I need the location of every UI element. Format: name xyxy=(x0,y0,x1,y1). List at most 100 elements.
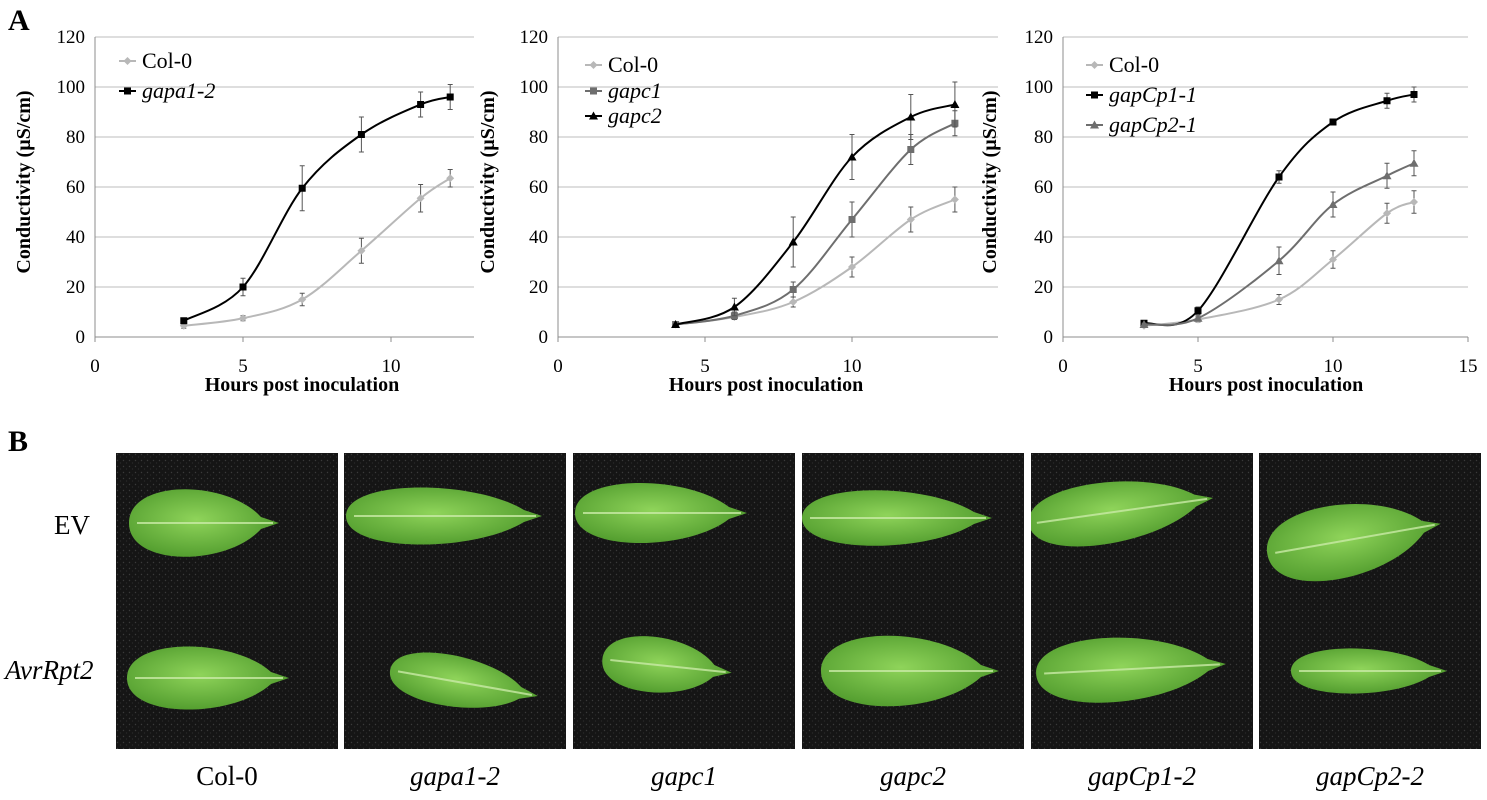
leaf-photo-gapcp1-2 xyxy=(1031,453,1253,749)
y-tick-label-0: 0 xyxy=(539,327,549,348)
data-point xyxy=(848,263,856,271)
y-tick-label-80: 80 xyxy=(529,127,548,148)
leaf-photo-image xyxy=(573,453,795,749)
data-point xyxy=(1275,295,1283,304)
y-tick-label-80: 80 xyxy=(66,127,85,148)
column-label-gapc1: gapc1 xyxy=(651,761,717,791)
legend-entry-gapc1: gapc1 xyxy=(585,78,662,103)
leaf-midrib xyxy=(1275,523,1435,554)
avrrpt2-leaf xyxy=(1036,637,1226,703)
data-point xyxy=(1382,171,1392,180)
y-tick-label-80: 80 xyxy=(1034,127,1053,148)
legend-label: Col-0 xyxy=(608,52,658,77)
y-axis-title: Conductivity (µS/cm) xyxy=(477,90,499,273)
data-point xyxy=(729,302,739,311)
leaf-midrib xyxy=(397,670,533,696)
legend-entry-col-0: Col-0 xyxy=(585,52,658,77)
legend-label: Col-0 xyxy=(142,48,192,73)
legend-entry-gapa1-2: gapa1-2 xyxy=(119,78,215,103)
leaf-photo-col-0 xyxy=(116,453,338,749)
y-tick-label-60: 60 xyxy=(1034,177,1053,198)
series-gapcp2-1 xyxy=(1139,150,1419,328)
y-tick-label-0: 0 xyxy=(1044,327,1054,348)
column-label-col-0: Col-0 xyxy=(196,761,258,791)
data-point xyxy=(1274,256,1284,265)
ev-leaf xyxy=(802,490,992,546)
x-tick-label-10: 10 xyxy=(843,356,862,377)
y-tick-label-100: 100 xyxy=(57,77,86,98)
data-point xyxy=(789,298,798,306)
data-point xyxy=(950,100,960,108)
legend-entry-gapc2: gapc2 xyxy=(585,103,662,128)
row-label-avrrpt2: AvrRpt2 xyxy=(5,655,94,685)
data-point xyxy=(357,246,366,255)
ev-leaf xyxy=(1031,481,1214,547)
avrrpt2-leaf xyxy=(1291,648,1447,694)
legend-marker xyxy=(124,87,131,95)
legend-marker xyxy=(123,57,132,65)
ev-leaf xyxy=(129,489,279,557)
y-tick-label-20: 20 xyxy=(529,277,548,298)
y-axis-title: Conductivity (µS/cm) xyxy=(13,90,35,273)
column-label-gapc2: gapc2 xyxy=(880,761,946,791)
y-tick-label-60: 60 xyxy=(529,177,548,198)
data-point xyxy=(950,195,959,204)
data-point xyxy=(239,283,247,291)
y-tick-label-20: 20 xyxy=(66,277,85,298)
leaf-photo-image xyxy=(344,453,566,749)
data-point xyxy=(1410,91,1418,98)
column-label-gapa1-2: gapa1-2 xyxy=(410,761,500,791)
data-point xyxy=(847,152,857,161)
data-point xyxy=(1329,255,1337,264)
y-tick-label-20: 20 xyxy=(1034,277,1053,298)
avrrpt2-leaf xyxy=(821,635,999,707)
leaf-blade xyxy=(1031,481,1214,547)
panel-label-a: A xyxy=(8,4,30,37)
y-tick-label-100: 100 xyxy=(1025,77,1054,98)
x-axis-title: Hours post inoculation xyxy=(669,374,863,396)
data-point xyxy=(906,215,915,224)
x-axis-title: Hours post inoculation xyxy=(205,374,399,396)
avrrpt2-leaf xyxy=(127,646,289,710)
data-point xyxy=(1383,97,1391,105)
series-gapa1-2 xyxy=(180,84,454,325)
data-point xyxy=(1275,173,1283,181)
y-tick-label-40: 40 xyxy=(1034,227,1053,248)
x-tick-label-5: 5 xyxy=(700,356,710,377)
y-tick-label-120: 120 xyxy=(1025,27,1054,48)
legend-label: gapa1-2 xyxy=(142,78,215,103)
data-point xyxy=(789,286,797,293)
ev-leaf xyxy=(575,482,747,544)
data-point xyxy=(1383,209,1391,218)
data-point xyxy=(907,146,915,153)
legend-marker xyxy=(1090,61,1099,69)
leaf-photo-gapc1 xyxy=(573,453,795,749)
leaf-photo-image xyxy=(116,453,338,749)
data-point xyxy=(1194,307,1202,315)
legend-entry-col-0: Col-0 xyxy=(1086,52,1159,77)
legend-marker xyxy=(1091,91,1098,99)
leaf-blade xyxy=(602,636,732,693)
avrrpt2-leaf xyxy=(602,636,732,693)
data-point xyxy=(180,317,188,325)
data-point xyxy=(1410,198,1418,206)
data-point xyxy=(416,194,425,203)
legend-label: gapc1 xyxy=(608,78,662,103)
y-tick-label-120: 120 xyxy=(57,27,86,48)
legend-marker xyxy=(1090,120,1099,129)
data-point xyxy=(298,184,306,192)
data-point xyxy=(417,101,425,108)
data-point xyxy=(446,174,455,183)
series-gapc2 xyxy=(671,81,960,328)
data-point xyxy=(298,295,307,304)
x-tick-label-5: 5 xyxy=(1193,356,1203,377)
y-tick-label-120: 120 xyxy=(520,27,549,48)
data-point xyxy=(1329,118,1337,126)
data-point xyxy=(1328,200,1338,208)
legend-marker xyxy=(589,61,598,69)
y-tick-label-40: 40 xyxy=(529,227,548,248)
data-point xyxy=(446,93,454,101)
y-tick-label-0: 0 xyxy=(76,327,86,348)
